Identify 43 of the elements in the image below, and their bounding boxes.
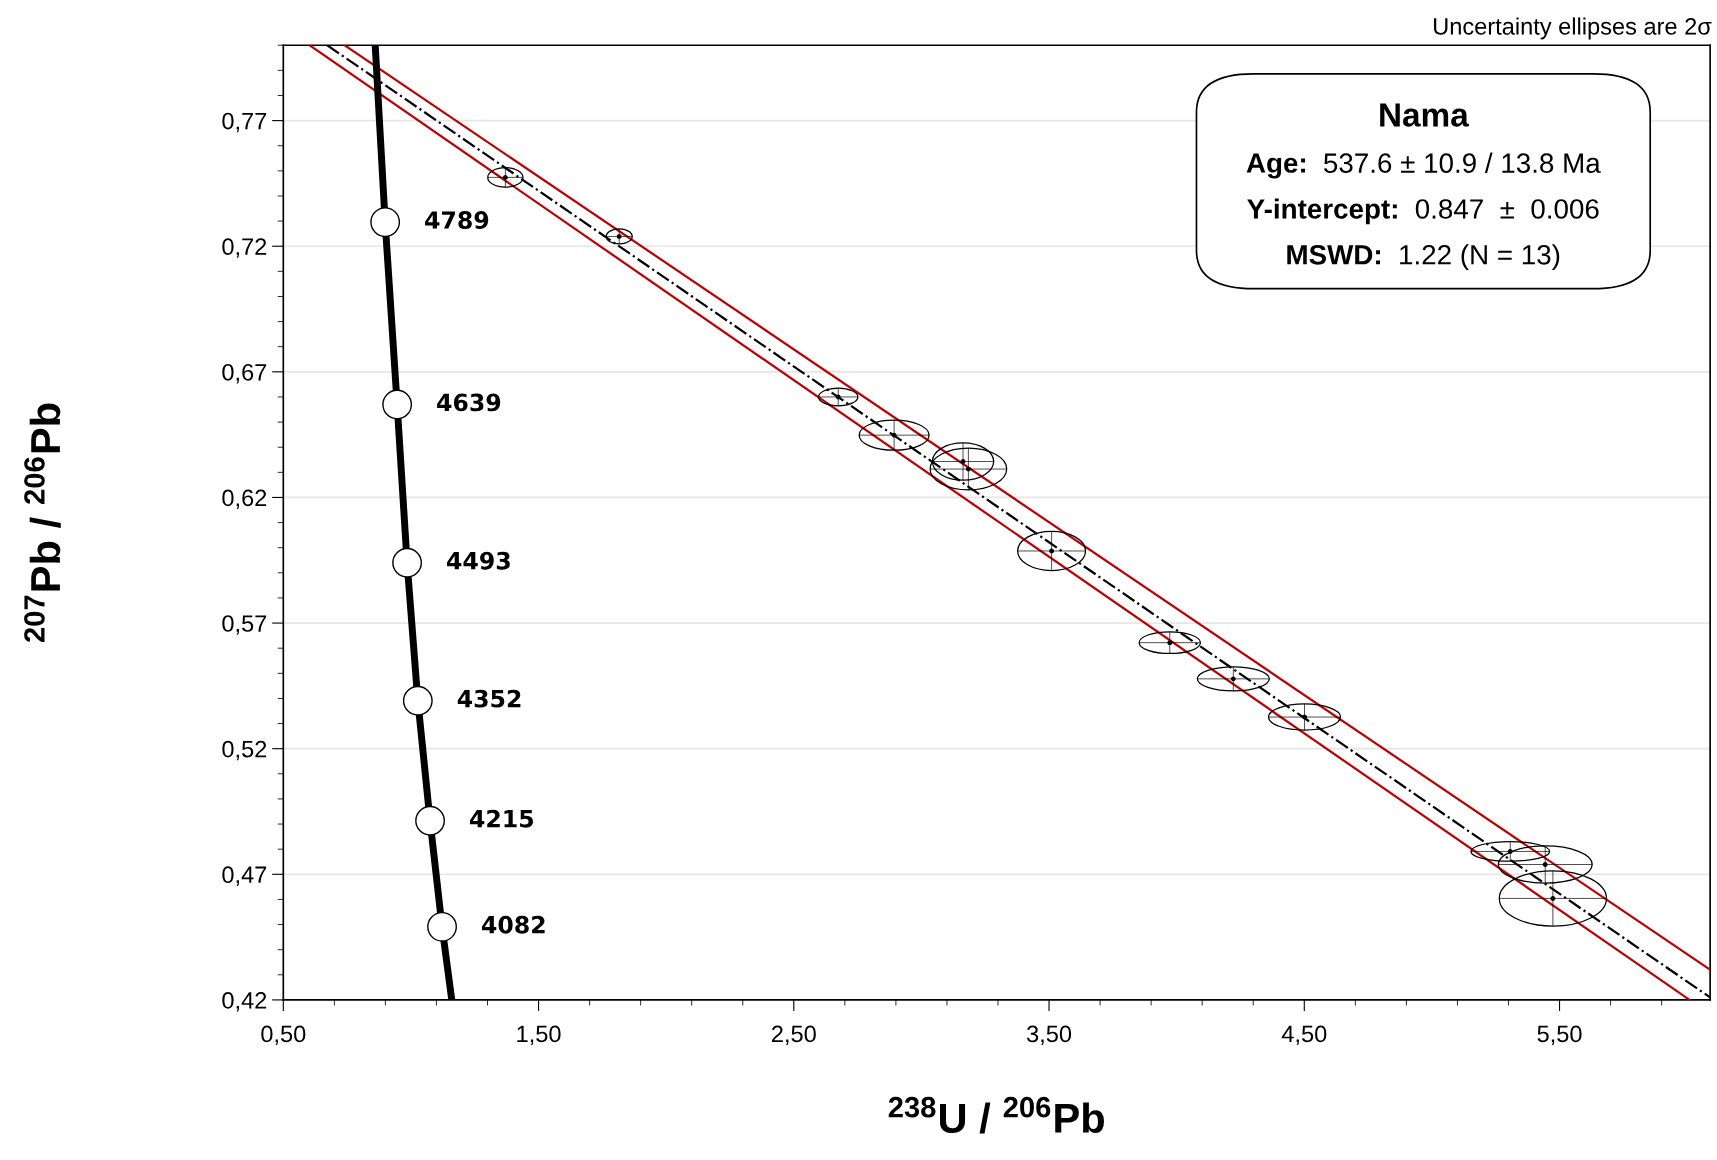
- annotation: 4352: [457, 689, 521, 708]
- y-tick-label: 0,52: [222, 740, 267, 761]
- y-tick-label: 0,42: [222, 991, 267, 1012]
- x-tick-label: 1,50: [517, 1025, 561, 1046]
- y-tick-label: 0,67: [222, 363, 267, 384]
- point: [1542, 862, 1548, 867]
- x-axis-title: $^{238}$U / $^{206}$Pb: [888, 1096, 1104, 1134]
- annotation: 4215: [470, 809, 534, 828]
- annotation: Nama: [1380, 103, 1469, 127]
- annotation: 4082: [482, 915, 545, 934]
- y-tick-label: 0,77: [222, 112, 267, 133]
- annotation: 4493: [447, 551, 510, 570]
- point: [1507, 849, 1513, 854]
- y-tick-label: 0,47: [222, 866, 267, 886]
- annotation: Age: 537.6 ± 10.9 / 13.8 Ma: [1246, 152, 1601, 179]
- y-axis-title: $^{207}$Pb / $^{206}$Pb: [24, 403, 61, 643]
- point: [1550, 895, 1556, 901]
- text: Uncertainty ellipses are 2σ: [1434, 17, 1712, 40]
- annotation: Y-intercept: 0.847 ± 0.006: [1247, 198, 1599, 225]
- annotation: 4639: [437, 393, 501, 412]
- annotation: MSWD: 1.22 (N = 13): [1287, 244, 1560, 271]
- y-tick-label: 0,62: [222, 489, 267, 510]
- x-tick-label: 3,50: [1026, 1025, 1072, 1046]
- point: [1167, 640, 1173, 646]
- point: [1302, 714, 1307, 720]
- point: [392, 547, 423, 578]
- point: [1230, 676, 1236, 682]
- annotation: 4789: [425, 211, 489, 229]
- x-tick-label: 5,50: [1537, 1025, 1582, 1046]
- point: [370, 207, 401, 238]
- point: [382, 389, 413, 420]
- y-tick-label: 0,57: [222, 615, 267, 635]
- point: [965, 466, 971, 472]
- x-tick-label: 4,50: [1281, 1025, 1327, 1046]
- point: [1049, 548, 1055, 554]
- point: [415, 805, 445, 836]
- point: [427, 911, 457, 942]
- x-tick-label: 2,50: [772, 1025, 816, 1046]
- point: [402, 685, 433, 716]
- x-tick-label: 0,50: [261, 1025, 306, 1046]
- point: [891, 432, 897, 438]
- y-tick-label: 0,72: [222, 238, 267, 258]
- point: [960, 459, 966, 464]
